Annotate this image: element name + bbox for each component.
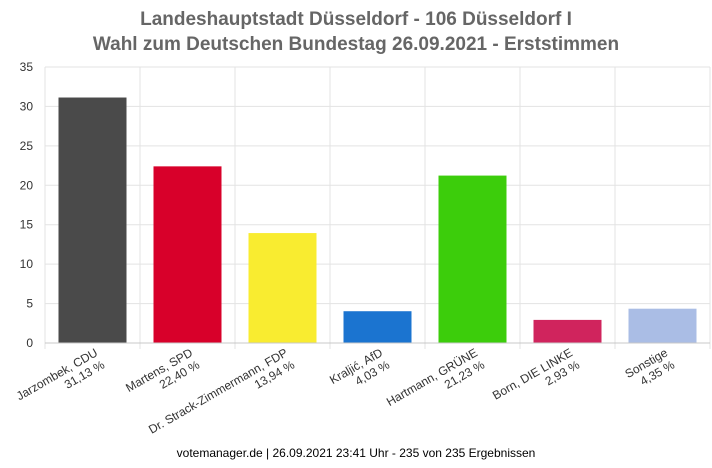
y-tick-label: 30 (20, 99, 34, 113)
y-tick-label: 25 (20, 139, 34, 153)
bar (628, 308, 697, 343)
bar (343, 311, 412, 343)
bar (248, 233, 317, 343)
y-tick-label: 20 (20, 178, 34, 192)
y-tick-label: 0 (26, 336, 33, 350)
bar (153, 166, 222, 343)
chart-title-line-2: Wahl zum Deutschen Bundestag 26.09.2021 … (92, 34, 620, 55)
chart-title-line-1: Landeshauptstadt Düsseldorf - 106 Düssel… (140, 9, 572, 30)
bar (438, 175, 507, 343)
y-tick-label: 35 (20, 60, 34, 74)
footer-source: votemanager.de | 26.09.2021 23:41 Uhr - … (176, 446, 536, 460)
bar (533, 319, 602, 343)
y-tick-label: 5 (26, 297, 33, 311)
y-tick-label: 10 (20, 257, 34, 271)
y-tick-label: 15 (20, 218, 34, 232)
bar (58, 97, 127, 343)
